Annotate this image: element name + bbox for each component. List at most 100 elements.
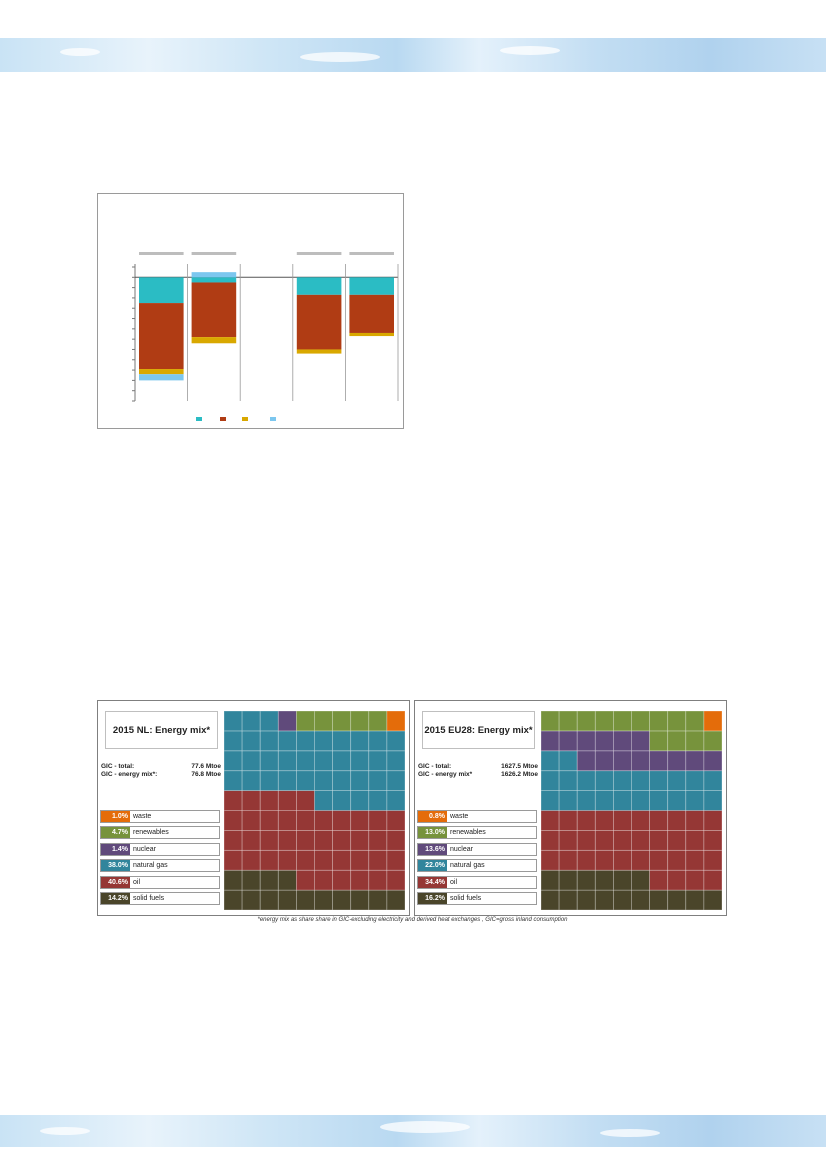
waffle-cell	[241, 711, 261, 732]
waffle-cell	[350, 770, 370, 792]
waffle-cell	[259, 869, 279, 891]
waffle-cell	[703, 770, 722, 792]
waffle-cell	[368, 750, 388, 772]
legend-item-natural-gas: 22.0% natural gas	[417, 859, 537, 872]
waffle-cell	[277, 889, 297, 910]
waffle-cell	[613, 790, 632, 811]
waffle-cell	[332, 750, 352, 772]
legend-label: renewables	[133, 829, 169, 836]
waffle-cell	[350, 830, 370, 851]
waffle-cell	[576, 869, 596, 891]
waffle-cell	[703, 810, 722, 831]
waffle-cell	[649, 711, 669, 732]
waffle-cell	[224, 730, 243, 752]
legend-label: oil	[133, 879, 141, 886]
waffle-cell	[314, 869, 334, 891]
waffle-cell	[576, 770, 596, 792]
waffle-cell	[386, 889, 405, 910]
waffle-cell	[685, 889, 705, 910]
legend-swatch	[242, 417, 248, 421]
waffle-cell	[594, 889, 614, 910]
waffle-cell	[296, 830, 315, 851]
waffle-cell	[685, 750, 705, 772]
waffle-cell	[277, 711, 297, 732]
waffle-cell	[685, 790, 705, 811]
legend-pct: 14.2%	[101, 893, 130, 904]
bar-segment	[191, 272, 237, 278]
waffle-cell	[631, 790, 651, 811]
waffle-cell	[541, 770, 560, 792]
eu28-waffle-canvas	[541, 711, 722, 910]
waffle-cell	[350, 849, 370, 871]
gic-total-label: GIC - total:	[418, 763, 452, 770]
waffle-cell	[649, 830, 669, 851]
waffle-cell	[541, 889, 560, 910]
waffle-cell	[241, 869, 261, 891]
waffle-cell	[667, 810, 687, 831]
waffle-cell	[224, 869, 243, 891]
footer-decoration	[0, 1115, 826, 1147]
waffle-cell	[386, 849, 405, 871]
waffle-cell	[277, 810, 297, 831]
waffle-cell	[594, 830, 614, 851]
waffle-cell	[703, 889, 722, 910]
waffle-cell	[296, 810, 315, 831]
gic-mix-label: GIC - energy mix*	[418, 771, 473, 778]
waffle-cell	[613, 889, 632, 910]
waffle-cell	[594, 790, 614, 811]
legend-item-waste: 1.0% waste	[100, 810, 220, 823]
waffle-cell	[332, 790, 352, 811]
waffle-cell	[277, 830, 297, 851]
legend-pct: 22.0%	[418, 860, 447, 871]
bar-segment	[296, 277, 342, 295]
waffle-cell	[386, 790, 405, 811]
waffle-cell	[224, 790, 243, 811]
waffle-cell	[631, 830, 651, 851]
legend-item-oil: 40.6% oil	[100, 876, 220, 889]
waffle-cell	[558, 849, 578, 871]
waffle-cell	[703, 869, 722, 891]
waffle-cell	[332, 869, 352, 891]
waffle-cell	[541, 790, 560, 811]
waffle-cell	[296, 889, 315, 910]
gic-mix-label: GIC - energy mix*:	[101, 771, 158, 778]
waffle-cell	[594, 810, 614, 831]
waffle-cell	[667, 770, 687, 792]
waffle-cell	[576, 810, 596, 831]
bar-segment	[139, 303, 184, 370]
legend-label: solid fuels	[450, 895, 482, 902]
waffle-cell	[703, 750, 722, 772]
waffle-cell	[224, 750, 243, 772]
waffle-cell	[241, 750, 261, 772]
waffle-cell	[259, 790, 279, 811]
legend-label: natural gas	[133, 862, 168, 869]
legend-label: solid fuels	[133, 895, 165, 902]
waffle-cell	[631, 750, 651, 772]
waffle-cell	[241, 849, 261, 871]
waffle-cell	[667, 711, 687, 732]
waffle-cell	[296, 849, 315, 871]
waffle-cell	[259, 711, 279, 732]
waffle-cell	[613, 810, 632, 831]
bar-segment	[296, 294, 342, 350]
waffle-cell	[576, 889, 596, 910]
waffle-cell	[368, 810, 388, 831]
legend-label: nuclear	[450, 846, 473, 853]
waffle-cell	[241, 770, 261, 792]
waffle-cell	[277, 730, 297, 752]
waffle-cell	[314, 849, 334, 871]
waffle-cell	[594, 849, 614, 871]
header-decoration	[0, 38, 826, 72]
category-header-bar	[191, 252, 237, 255]
waffle-cell	[241, 730, 261, 752]
waffle-cell	[350, 869, 370, 891]
waffle-cell	[314, 711, 334, 732]
waffle-cell	[296, 750, 315, 772]
legend-label: waste	[450, 813, 469, 820]
legend-item-nuclear: 1.4% nuclear	[100, 843, 220, 856]
waffle-cell	[613, 849, 632, 871]
waffle-cell	[259, 810, 279, 831]
waffle-cell	[667, 889, 687, 910]
waffle-cell	[667, 790, 687, 811]
bar-segment	[139, 277, 184, 304]
